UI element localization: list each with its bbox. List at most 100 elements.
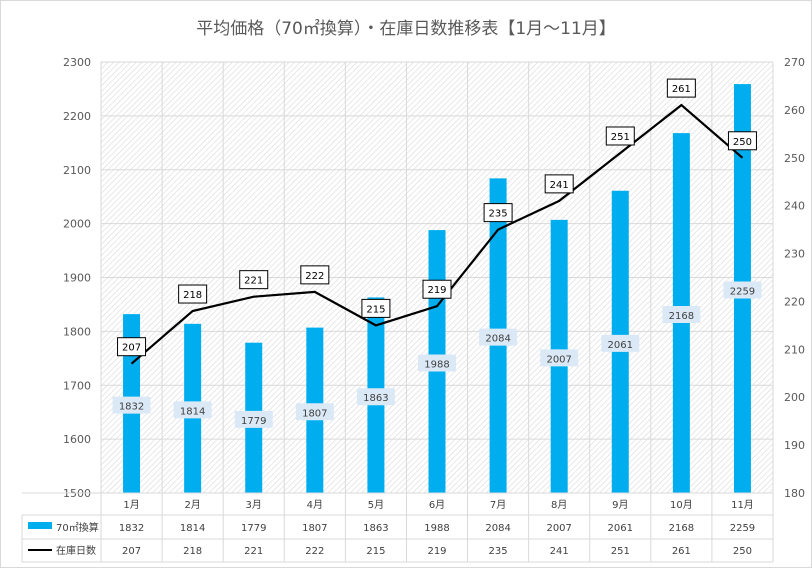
bar-data-label: 1988: [424, 360, 449, 371]
bar-data-label: 2168: [669, 311, 694, 322]
legend-label-line: 在庫日数: [56, 544, 96, 557]
bar-label-bg: [662, 306, 701, 324]
table-cell-line-value: 241: [550, 546, 569, 557]
y-left-tick-label: 1600: [63, 433, 91, 446]
y-left-tick-label: 1700: [63, 379, 91, 392]
y-right-tick-label: 210: [784, 343, 805, 356]
line-data-label: 215: [366, 304, 385, 315]
y-left-tick-label: 2200: [63, 110, 91, 123]
table-cell-bar-value: 1988: [424, 523, 449, 534]
y-right-tick-label: 200: [784, 391, 805, 404]
bar-label-bg: [540, 349, 579, 367]
y-right-tick-label: 260: [784, 104, 805, 117]
bar-data-label: 1863: [363, 393, 388, 404]
table-cell-bar-value: 2259: [730, 523, 755, 534]
table-cell-line-value: 250: [733, 546, 752, 557]
x-tick-label: 11月: [731, 499, 754, 511]
bar-label-bg: [112, 396, 151, 414]
line-label-box: [605, 126, 635, 146]
table-cell-bar-value: 1832: [119, 523, 144, 534]
y-left-tick-label: 2300: [63, 56, 91, 69]
y-right-tick-label: 230: [784, 248, 805, 261]
line-label-box: [239, 270, 269, 290]
table-cell-bar-value: 2168: [669, 523, 694, 534]
x-tick-label: 7月: [490, 499, 506, 511]
legend-label-bar: 70㎡換算: [56, 521, 99, 534]
line-label-box: [727, 131, 757, 151]
line-data-label: 222: [305, 271, 324, 282]
x-tick-label: 2月: [184, 499, 200, 511]
table-cell-line-value: 261: [672, 546, 691, 557]
table-cell-line-value: 235: [489, 546, 508, 557]
bar-data-label: 2061: [608, 340, 633, 351]
table-cell-line-value: 207: [122, 546, 141, 557]
legend-swatch-bar: [28, 522, 52, 529]
x-tick-label: 10月: [670, 499, 693, 511]
y-left-tick-label: 1900: [63, 272, 91, 285]
y-right-tick-label: 190: [784, 439, 805, 452]
line-data-label: 207: [122, 343, 141, 354]
table-cell-line-value: 221: [244, 546, 263, 557]
y-left-tick-label: 1800: [63, 325, 91, 338]
table-cell-bar-value: 2007: [546, 523, 571, 534]
x-tick-label: 9月: [612, 499, 628, 511]
bar-data-label: 1832: [119, 402, 144, 413]
line-data-label: 235: [489, 209, 508, 220]
table-cell-bar-value: 2084: [485, 523, 510, 534]
x-tick-label: 4月: [307, 499, 323, 511]
line-data-label: 219: [427, 285, 446, 296]
line-label-box: [178, 284, 208, 304]
line-label-box: [361, 298, 391, 318]
bar-data-label: 1807: [302, 408, 327, 419]
bar-label-bg: [234, 410, 273, 428]
table-cell-line-value: 218: [183, 546, 202, 557]
table-cell-bar-value: 1807: [302, 523, 327, 534]
line-data-label: 241: [550, 180, 569, 191]
line-data-label: 250: [733, 137, 752, 148]
table-cell-bar-value: 2061: [608, 523, 633, 534]
x-tick-label: 1月: [123, 499, 139, 511]
bar-data-label: 2084: [485, 334, 510, 345]
x-tick-label: 5月: [368, 499, 384, 511]
line-data-label: 261: [672, 84, 691, 95]
bar-label-bg: [418, 354, 456, 372]
line-label-box: [117, 337, 147, 357]
table-cell-line-value: 219: [427, 546, 446, 557]
bar-label-bg: [356, 388, 395, 406]
bar-label-bg: [479, 328, 518, 346]
x-tick-label: 8月: [551, 499, 567, 511]
y-right-tick-label: 270: [784, 56, 805, 69]
line-data-label: 251: [611, 132, 630, 143]
bar-label-bg: [723, 281, 762, 299]
x-tick-label: 6月: [429, 499, 445, 511]
table-cell-line-value: 215: [366, 546, 385, 557]
bar-data-label: 1779: [241, 416, 266, 427]
table-cell-line-value: 222: [305, 546, 324, 557]
bar-label-bg: [295, 403, 334, 421]
line-label-box: [666, 78, 696, 98]
table-cell-bar-value: 1863: [363, 523, 388, 534]
table-cell-line-value: 251: [611, 546, 630, 557]
line-label-box: [300, 265, 330, 285]
bar-data-label: 2259: [730, 287, 755, 298]
bar-data-label: 1814: [180, 406, 205, 417]
line-label-box: [544, 174, 574, 194]
series-line-inventory-days: [130, 103, 744, 365]
bar-data-label: 2007: [546, 354, 571, 365]
y-left-tick-label: 2000: [63, 218, 91, 231]
bar-label-bg: [173, 401, 212, 419]
chart-title: 平均価格（70㎡換算）・在庫日数推移表【1月～11月】: [196, 19, 616, 39]
line-data-label: 218: [183, 290, 202, 301]
y-right-tick-label: 250: [784, 152, 805, 165]
table-cell-bar-value: 1814: [180, 523, 205, 534]
x-tick-label: 3月: [246, 499, 262, 511]
y-right-tick-label: 240: [784, 200, 805, 213]
line-label-box: [483, 203, 513, 223]
y-left-tick-label: 2100: [63, 164, 91, 177]
bar-label-bg: [601, 334, 640, 352]
table-cell-bar-value: 1779: [241, 523, 266, 534]
y-right-tick-label: 180: [784, 487, 805, 500]
line-label-box: [422, 279, 452, 299]
